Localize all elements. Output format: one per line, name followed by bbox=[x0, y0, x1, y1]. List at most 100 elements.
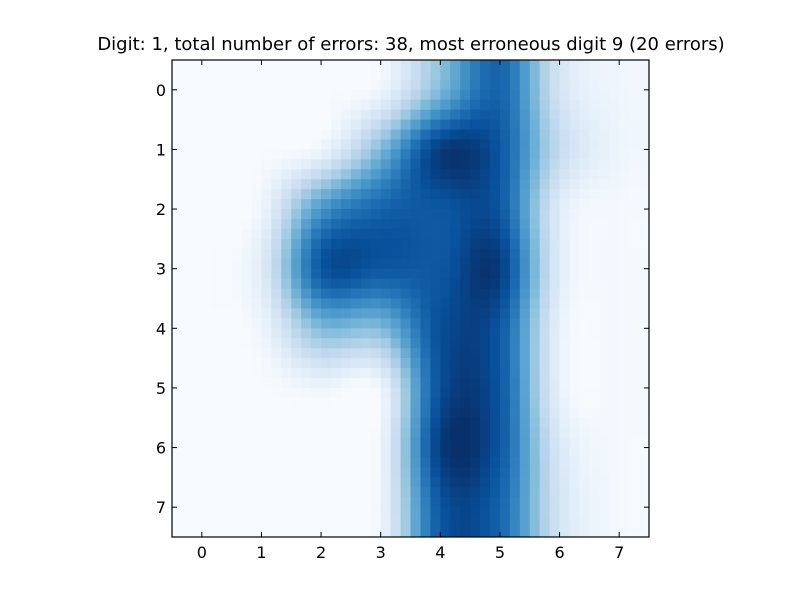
heatmap-cell bbox=[540, 338, 551, 349]
heatmap-cell bbox=[629, 130, 640, 141]
heatmap-cell bbox=[420, 507, 431, 518]
heatmap-cell bbox=[371, 140, 382, 151]
heatmap-cell bbox=[460, 90, 471, 101]
heatmap-cell bbox=[440, 348, 451, 359]
heatmap-cell bbox=[440, 328, 451, 339]
heatmap-cell bbox=[530, 279, 541, 290]
heatmap-cell bbox=[242, 458, 253, 469]
heatmap-cell bbox=[540, 477, 551, 488]
heatmap-cell bbox=[460, 428, 471, 439]
heatmap-cell bbox=[589, 60, 600, 71]
heatmap-cell bbox=[192, 149, 203, 160]
heatmap-cell bbox=[341, 388, 352, 399]
heatmap-cell bbox=[232, 159, 243, 170]
heatmap-cell bbox=[242, 328, 253, 339]
heatmap-cell bbox=[450, 458, 461, 469]
heatmap-cell bbox=[480, 269, 491, 280]
heatmap-cell bbox=[579, 209, 590, 220]
heatmap-cell bbox=[381, 398, 392, 409]
heatmap-cell bbox=[579, 487, 590, 498]
heatmap-cell bbox=[271, 110, 282, 121]
heatmap-cell bbox=[629, 169, 640, 180]
heatmap-cell bbox=[311, 497, 322, 508]
heatmap-cell bbox=[629, 338, 640, 349]
heatmap-cell bbox=[440, 259, 451, 270]
heatmap-cell bbox=[520, 239, 531, 250]
heatmap-cell bbox=[232, 80, 243, 91]
heatmap-cell bbox=[540, 368, 551, 379]
heatmap-cell bbox=[460, 120, 471, 131]
heatmap-cell bbox=[540, 378, 551, 389]
heatmap-cell bbox=[281, 527, 292, 538]
heatmap-cell bbox=[460, 507, 471, 518]
heatmap-cell bbox=[619, 467, 630, 478]
heatmap-cell bbox=[500, 60, 511, 71]
heatmap-cell bbox=[341, 458, 352, 469]
heatmap-cell bbox=[391, 408, 402, 419]
heatmap-cell bbox=[550, 487, 561, 498]
heatmap-cell bbox=[341, 110, 352, 121]
heatmap-cell bbox=[381, 100, 392, 111]
heatmap-cell bbox=[182, 338, 193, 349]
heatmap-cell bbox=[232, 348, 243, 359]
heatmap-cell bbox=[311, 318, 322, 329]
heatmap-cell bbox=[172, 467, 183, 478]
heatmap-cell bbox=[599, 299, 610, 310]
heatmap-cell bbox=[391, 120, 402, 131]
heatmap-cell bbox=[440, 269, 451, 280]
heatmap-cell bbox=[331, 269, 342, 280]
heatmap-cell bbox=[570, 418, 581, 429]
heatmap-cell bbox=[460, 497, 471, 508]
heatmap-cell bbox=[381, 527, 392, 538]
heatmap-cell bbox=[192, 179, 203, 190]
heatmap-cell bbox=[301, 169, 312, 180]
heatmap-cell bbox=[371, 438, 382, 449]
heatmap-cell bbox=[202, 169, 213, 180]
heatmap-cell bbox=[261, 487, 272, 498]
heatmap-cell bbox=[271, 477, 282, 488]
heatmap-cell bbox=[291, 229, 302, 240]
heatmap-cell bbox=[490, 229, 501, 240]
heatmap-cell bbox=[609, 299, 620, 310]
heatmap-cell bbox=[530, 140, 541, 151]
heatmap-cell bbox=[430, 507, 441, 518]
heatmap-cell bbox=[301, 100, 312, 111]
heatmap-cell bbox=[361, 477, 372, 488]
heatmap-cell bbox=[460, 517, 471, 528]
heatmap-cell bbox=[281, 477, 292, 488]
heatmap-cell bbox=[520, 199, 531, 210]
heatmap-cell bbox=[381, 60, 392, 71]
heatmap-cell bbox=[261, 448, 272, 459]
heatmap-cell bbox=[450, 527, 461, 538]
heatmap-cell bbox=[222, 60, 233, 71]
heatmap-cell bbox=[579, 199, 590, 210]
heatmap-cell bbox=[311, 219, 322, 230]
heatmap-cell bbox=[371, 328, 382, 339]
heatmap-cell bbox=[619, 428, 630, 439]
heatmap-cell bbox=[281, 199, 292, 210]
heatmap-cell bbox=[570, 398, 581, 409]
heatmap-cell bbox=[252, 120, 263, 131]
heatmap-cell bbox=[232, 477, 243, 488]
heatmap-cell bbox=[411, 517, 422, 528]
heatmap-cell bbox=[252, 338, 263, 349]
heatmap-cell bbox=[440, 249, 451, 260]
heatmap-cell bbox=[222, 189, 233, 200]
heatmap-cell bbox=[520, 80, 531, 91]
heatmap-cell bbox=[301, 219, 312, 230]
heatmap-cell bbox=[530, 229, 541, 240]
heatmap-cell bbox=[450, 269, 461, 280]
heatmap-cell bbox=[490, 408, 501, 419]
heatmap-cell bbox=[232, 418, 243, 429]
heatmap-cell bbox=[341, 408, 352, 419]
heatmap-cell bbox=[371, 467, 382, 478]
heatmap-cell bbox=[579, 90, 590, 101]
heatmap-cell bbox=[381, 269, 392, 280]
heatmap-cell bbox=[182, 428, 193, 439]
heatmap-cell bbox=[281, 428, 292, 439]
heatmap-cell bbox=[301, 467, 312, 478]
heatmap-cell bbox=[281, 110, 292, 121]
heatmap-cell bbox=[540, 269, 551, 280]
heatmap-cell bbox=[589, 448, 600, 459]
heatmap-cell bbox=[232, 179, 243, 190]
